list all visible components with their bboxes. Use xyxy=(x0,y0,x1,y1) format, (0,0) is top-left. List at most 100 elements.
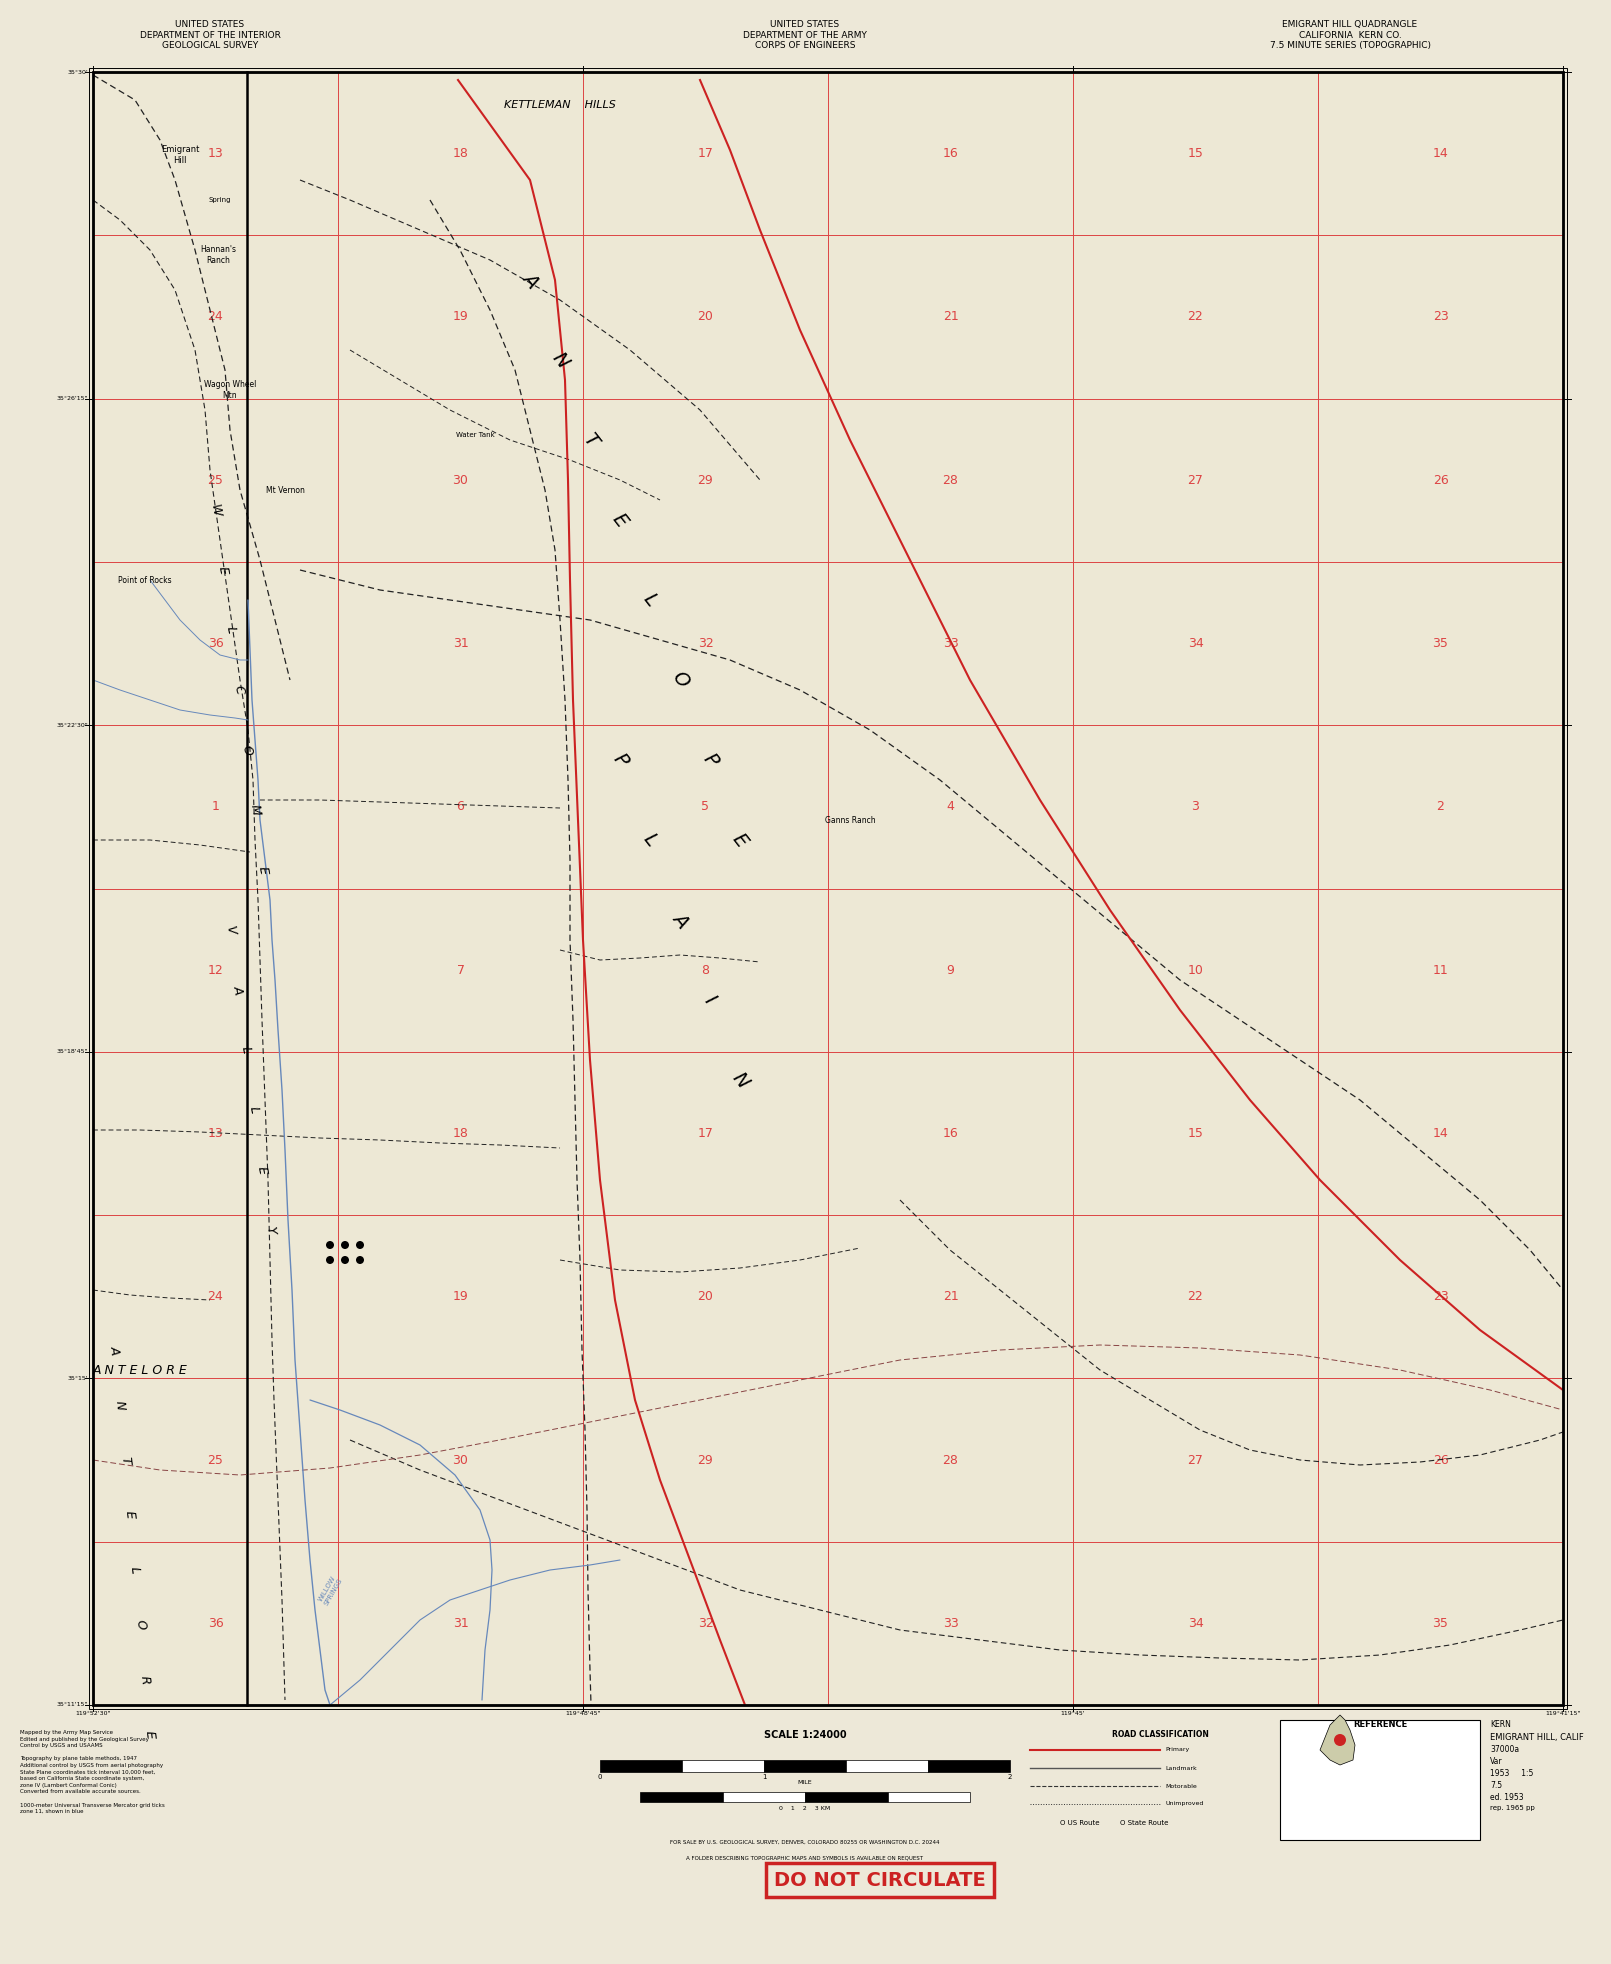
Text: 13: 13 xyxy=(208,1127,224,1139)
Text: Hannan's
Ranch: Hannan's Ranch xyxy=(200,246,235,265)
Text: 36: 36 xyxy=(208,1616,224,1630)
Bar xyxy=(846,1760,928,1772)
Text: 35: 35 xyxy=(1432,636,1448,650)
Text: 119°45': 119°45' xyxy=(1060,1711,1086,1717)
Bar xyxy=(764,1760,846,1772)
Text: UNITED STATES
DEPARTMENT OF THE INTERIOR
GEOLOGICAL SURVEY: UNITED STATES DEPARTMENT OF THE INTERIOR… xyxy=(140,20,280,49)
Text: 23: 23 xyxy=(1432,310,1448,324)
Text: Landmark: Landmark xyxy=(1165,1766,1197,1770)
Text: M: M xyxy=(248,803,263,817)
Text: 1: 1 xyxy=(211,801,219,813)
Text: 25: 25 xyxy=(208,1453,224,1467)
Text: 35°26'15": 35°26'15" xyxy=(56,397,89,401)
Text: O US Route: O US Route xyxy=(1060,1821,1099,1827)
Text: REFERENCE: REFERENCE xyxy=(1353,1720,1406,1728)
Text: N: N xyxy=(113,1400,127,1410)
Text: Y: Y xyxy=(263,1226,277,1235)
Text: Emigrant
Hill: Emigrant Hill xyxy=(161,145,200,165)
Text: 31: 31 xyxy=(453,636,469,650)
Text: 35: 35 xyxy=(1432,1616,1448,1630)
Text: 16: 16 xyxy=(942,1127,959,1139)
Text: 33: 33 xyxy=(942,636,959,650)
Text: Primary: Primary xyxy=(1165,1748,1189,1752)
Text: 22: 22 xyxy=(1187,310,1203,324)
Text: L: L xyxy=(224,625,238,634)
Text: 34: 34 xyxy=(1187,636,1203,650)
Text: Ganns Ranch: Ganns Ranch xyxy=(825,815,875,825)
Circle shape xyxy=(342,1241,350,1249)
Text: KERN: KERN xyxy=(1490,1720,1511,1728)
Text: Mt Vernon: Mt Vernon xyxy=(266,485,304,495)
Text: ROAD CLASSIFICATION: ROAD CLASSIFICATION xyxy=(1112,1730,1208,1738)
Text: WILLOW
SPRINGS: WILLOW SPRINGS xyxy=(317,1573,343,1607)
Text: C: C xyxy=(232,685,246,695)
Text: E: E xyxy=(122,1510,137,1520)
Text: 35°22'30": 35°22'30" xyxy=(56,723,89,729)
Text: EMIGRANT HILL QUADRANGLE
CALIFORNIA  KERN CO.
7.5 MINUTE SERIES (TOPOGRAPHIC): EMIGRANT HILL QUADRANGLE CALIFORNIA KERN… xyxy=(1269,20,1431,49)
Text: SCALE 1:24000: SCALE 1:24000 xyxy=(764,1730,846,1740)
Text: 20: 20 xyxy=(698,310,714,324)
Text: V: V xyxy=(222,925,237,935)
Text: 7.5: 7.5 xyxy=(1490,1781,1501,1789)
Circle shape xyxy=(342,1257,350,1265)
Text: Point of Rocks: Point of Rocks xyxy=(118,575,172,585)
Text: L: L xyxy=(640,589,661,611)
Text: 15: 15 xyxy=(1187,1127,1203,1139)
Text: 33: 33 xyxy=(942,1616,959,1630)
Text: 26: 26 xyxy=(1432,1453,1448,1467)
Text: 35°11'15": 35°11'15" xyxy=(56,1703,89,1707)
Text: Spring: Spring xyxy=(209,196,232,202)
Text: 3: 3 xyxy=(1192,801,1200,813)
Text: 5: 5 xyxy=(701,801,709,813)
Text: A: A xyxy=(519,269,541,291)
Text: E: E xyxy=(256,864,271,876)
Text: L: L xyxy=(238,1045,253,1055)
Text: 0    1    2    3 KM: 0 1 2 3 KM xyxy=(780,1807,831,1811)
Bar xyxy=(89,69,1568,1709)
Text: 24: 24 xyxy=(208,310,224,324)
Text: E: E xyxy=(728,829,751,850)
Text: FOR SALE BY U.S. GEOLOGICAL SURVEY, DENVER, COLORADO 80255 OR WASHINGTON D.C. 20: FOR SALE BY U.S. GEOLOGICAL SURVEY, DENV… xyxy=(670,1840,939,1844)
Text: 29: 29 xyxy=(698,473,714,487)
Text: E: E xyxy=(255,1165,269,1174)
Text: E: E xyxy=(143,1730,156,1740)
Text: 35°15': 35°15' xyxy=(68,1377,89,1381)
Text: 21: 21 xyxy=(942,310,959,324)
Text: A: A xyxy=(230,984,245,996)
Bar xyxy=(928,1760,1010,1772)
Text: Mapped by the Army Map Service
Edited and published by the Geological Survey
Con: Mapped by the Army Map Service Edited an… xyxy=(19,1730,164,1815)
Text: UNITED STATES
DEPARTMENT OF THE ARMY
CORPS OF ENGINEERS: UNITED STATES DEPARTMENT OF THE ARMY COR… xyxy=(743,20,867,49)
Text: 2: 2 xyxy=(1008,1773,1012,1779)
Text: 22: 22 xyxy=(1187,1290,1203,1304)
Bar xyxy=(681,1760,764,1772)
Text: 19: 19 xyxy=(453,1290,469,1304)
Text: Unimproved: Unimproved xyxy=(1165,1801,1203,1807)
Text: 31: 31 xyxy=(453,1616,469,1630)
Text: 18: 18 xyxy=(453,1127,469,1139)
Bar xyxy=(93,73,1563,1705)
Circle shape xyxy=(356,1257,364,1265)
Text: 6: 6 xyxy=(456,801,464,813)
Text: T: T xyxy=(118,1455,132,1465)
Text: W: W xyxy=(208,503,222,517)
Text: 28: 28 xyxy=(942,1453,959,1467)
Text: 18: 18 xyxy=(453,147,469,161)
Text: O State Route: O State Route xyxy=(1120,1821,1168,1827)
Text: 25: 25 xyxy=(208,473,224,487)
Text: A: A xyxy=(108,1345,122,1355)
Text: 11: 11 xyxy=(1432,964,1448,976)
Text: O: O xyxy=(134,1620,147,1630)
Text: 14: 14 xyxy=(1432,147,1448,161)
Text: DO NOT CIRCULATE: DO NOT CIRCULATE xyxy=(775,1870,986,1889)
Text: 12: 12 xyxy=(208,964,224,976)
Text: 2: 2 xyxy=(1437,801,1445,813)
Text: 16: 16 xyxy=(942,147,959,161)
Bar xyxy=(1281,1720,1481,1840)
Text: EMIGRANT HILL, CALIF: EMIGRANT HILL, CALIF xyxy=(1490,1732,1584,1742)
Text: 119°41'15": 119°41'15" xyxy=(1545,1711,1580,1717)
Circle shape xyxy=(1334,1734,1347,1746)
Polygon shape xyxy=(1319,1715,1355,1766)
Text: 34: 34 xyxy=(1187,1616,1203,1630)
Bar xyxy=(93,73,1563,1705)
Text: 30: 30 xyxy=(453,1453,469,1467)
